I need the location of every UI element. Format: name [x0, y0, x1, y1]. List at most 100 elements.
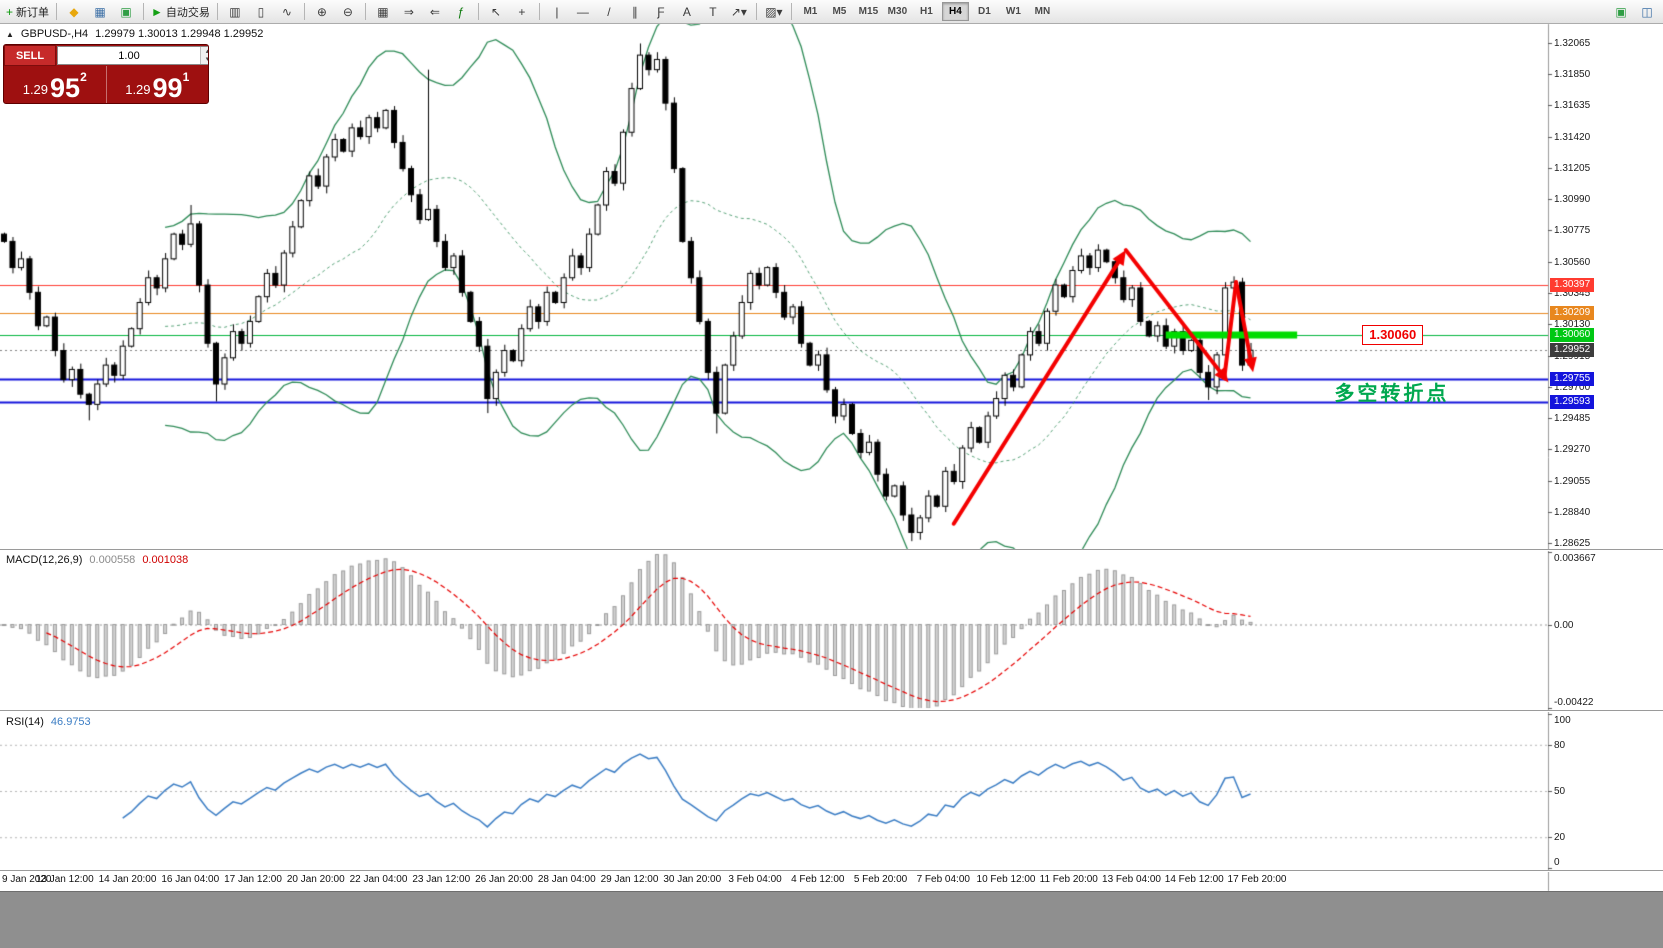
timeframe-m15-button[interactable]: M15	[858, 6, 879, 17]
panel-separator[interactable]	[0, 549, 1663, 551]
price-tick-label: 1.29700	[1554, 381, 1591, 393]
market-watch-icon[interactable]: ◆	[61, 1, 87, 23]
indicators-icon[interactable]: ƒ	[448, 1, 474, 23]
volume-down-arrow-icon[interactable]: ▾	[201, 55, 208, 64]
cursor-icon: ↖	[490, 4, 501, 19]
arrows-tool-icon[interactable]: ↗▾	[726, 1, 752, 23]
line-chart-icon[interactable]: ∿	[274, 1, 300, 23]
rsi-tick-label: 100	[1554, 715, 1571, 726]
timeframe-m30-button[interactable]: M30	[887, 6, 908, 17]
candlestick-chart-icon: ▯	[257, 4, 265, 19]
price-line-tag: 1.30209	[1550, 305, 1595, 320]
panel-separator[interactable]	[0, 870, 1663, 872]
time-axis-label: 11 Feb 20:00	[1039, 874, 1098, 885]
rsi-tick-label: 20	[1554, 832, 1566, 844]
crosshair-icon: +	[518, 4, 526, 19]
time-axis-label: 14 Jan 20:00	[98, 874, 157, 885]
symbol-period-label: GBPUSD-,H4	[20, 28, 89, 40]
price-callout-label[interactable]: 1.30060	[1362, 324, 1424, 345]
one-click-panel-toggle-icon[interactable]: ▲	[6, 29, 14, 39]
rsi-tick-label: 80	[1554, 739, 1566, 751]
toolbar-separator	[477, 3, 479, 20]
price-line-tag: 1.29593	[1550, 395, 1595, 410]
toolbar-separator	[303, 3, 305, 20]
text-icon[interactable]: A	[674, 1, 700, 23]
timeframe-h1-button[interactable]: H1	[920, 6, 933, 17]
toolbar-right-icons: ▣ ◫	[1608, 1, 1660, 23]
bar-chart-icon: ▥	[229, 4, 241, 19]
tile-windows-icon[interactable]: ▦	[370, 1, 396, 23]
autotrading-button[interactable]: ► 自动交易	[148, 1, 213, 23]
label-icon[interactable]: T	[700, 1, 726, 23]
timeframe-d1-button[interactable]: D1	[978, 6, 991, 17]
panel-separator[interactable]	[0, 710, 1663, 712]
crosshair-icon[interactable]: +	[509, 1, 535, 23]
price-tick-label: 1.32065	[1554, 37, 1591, 49]
chart-shift-icon[interactable]: ⇐	[422, 1, 448, 23]
price-tick-label: 1.29270	[1554, 444, 1591, 456]
zoom-out-icon[interactable]: ⊖	[335, 1, 361, 23]
buy-price-display[interactable]: 1.29 99 1	[105, 66, 209, 104]
autotrading-button-label: 自动交易	[165, 6, 210, 19]
bar-chart-icon[interactable]: ▥	[222, 1, 248, 23]
candlestick-chart-icon[interactable]: ▯	[248, 1, 274, 23]
rsi-value: 46.9753	[50, 716, 91, 728]
data-window-icon: ▦	[94, 4, 106, 19]
fibonacci-icon[interactable]: Ƒ	[648, 1, 674, 23]
tile-windows-icon: ▦	[377, 4, 389, 19]
ask-prefix: 1.29	[125, 82, 151, 97]
trendline-icon[interactable]: /	[596, 1, 622, 23]
new-chart-icon[interactable]: ▣	[1615, 4, 1627, 19]
text-icon: A	[682, 4, 691, 19]
cursor-icon[interactable]: ↖	[483, 1, 509, 23]
time-axis-label: 30 Jan 20:00	[663, 874, 722, 885]
time-axis-label: 9 Jan 2020	[2, 874, 52, 885]
ask-big-digits: 99	[152, 73, 183, 104]
zoom-in-icon[interactable]: ⊕	[309, 1, 335, 23]
profiles-icon[interactable]: ◫	[1641, 4, 1653, 19]
timeframe-h4-button[interactable]: H4	[941, 2, 969, 21]
arrows-tool-icon: ↗▾	[730, 4, 747, 19]
price-line-tag: 1.30060	[1550, 327, 1595, 342]
rsi-tick-label: 0	[1554, 857, 1560, 868]
macd-indicator-header: MACD(12,26,9) 0.000558 0.001038	[6, 554, 188, 566]
macd-tick-label: 0.003667	[1554, 553, 1596, 564]
timeframe-mn-button[interactable]: MN	[1034, 6, 1051, 17]
vertical-line-icon[interactable]: |	[544, 1, 570, 23]
channel-icon: ∥	[631, 4, 638, 19]
macd-tick-label: 0.00	[1554, 619, 1574, 631]
volume-field: ▴ ▾	[57, 46, 208, 65]
time-axis-label: 20 Jan 20:00	[286, 874, 345, 885]
line-chart-icon: ∿	[281, 4, 292, 19]
time-axis-label: 13 Feb 04:00	[1102, 874, 1161, 885]
time-axis-label: 3 Feb 04:00	[728, 874, 782, 885]
price-line-tag: 1.29755	[1550, 371, 1595, 386]
volume-input[interactable]	[58, 47, 200, 64]
price-tick-label: 1.31635	[1554, 100, 1591, 112]
timeframe-w1-button[interactable]: W1	[1005, 6, 1021, 17]
new-order-button[interactable]: + 新订单	[3, 1, 52, 23]
data-window-icon[interactable]: ▦	[87, 1, 113, 23]
channel-icon[interactable]: ∥	[622, 1, 648, 23]
bid-big-digits: 95	[50, 73, 81, 104]
bid-prefix: 1.29	[22, 82, 49, 97]
toolbar-separator	[56, 3, 58, 20]
templates-icon[interactable]: ▨▾	[761, 1, 787, 23]
window-bottom-strip	[0, 891, 1663, 948]
horizontal-line-icon[interactable]: —	[570, 1, 596, 23]
sell-button[interactable]: SELL	[4, 45, 56, 66]
turning-point-note[interactable]: 多空转折点	[1334, 382, 1450, 405]
volume-up-arrow-icon[interactable]: ▴	[201, 47, 208, 56]
time-axis-label: 10 Feb 12:00	[976, 874, 1036, 885]
sell-price-display[interactable]: 1.29 95 2	[4, 66, 106, 103]
auto-scroll-icon[interactable]: ⇒	[396, 1, 422, 23]
price-tick-label: 1.28625	[1554, 538, 1591, 550]
time-axis-label: 22 Jan 04:00	[349, 874, 408, 885]
vertical-line-icon: |	[555, 4, 559, 19]
timeframe-m1-button[interactable]: M1	[803, 6, 818, 17]
terminal-icon[interactable]: ▣	[113, 1, 139, 23]
toolbar: + 新订单 ◆ ▦ ▣ ► 自动交易 ▥ ▯ ∿ ⊕ ⊖ ▦ ⇒ ⇐ ƒ ↖ + | — / ∥ Ƒ A T ↗▾ ▨▾ M1 M5 M1…	[0, 0, 1663, 24]
timeframe-m5-button[interactable]: M5	[832, 6, 847, 17]
